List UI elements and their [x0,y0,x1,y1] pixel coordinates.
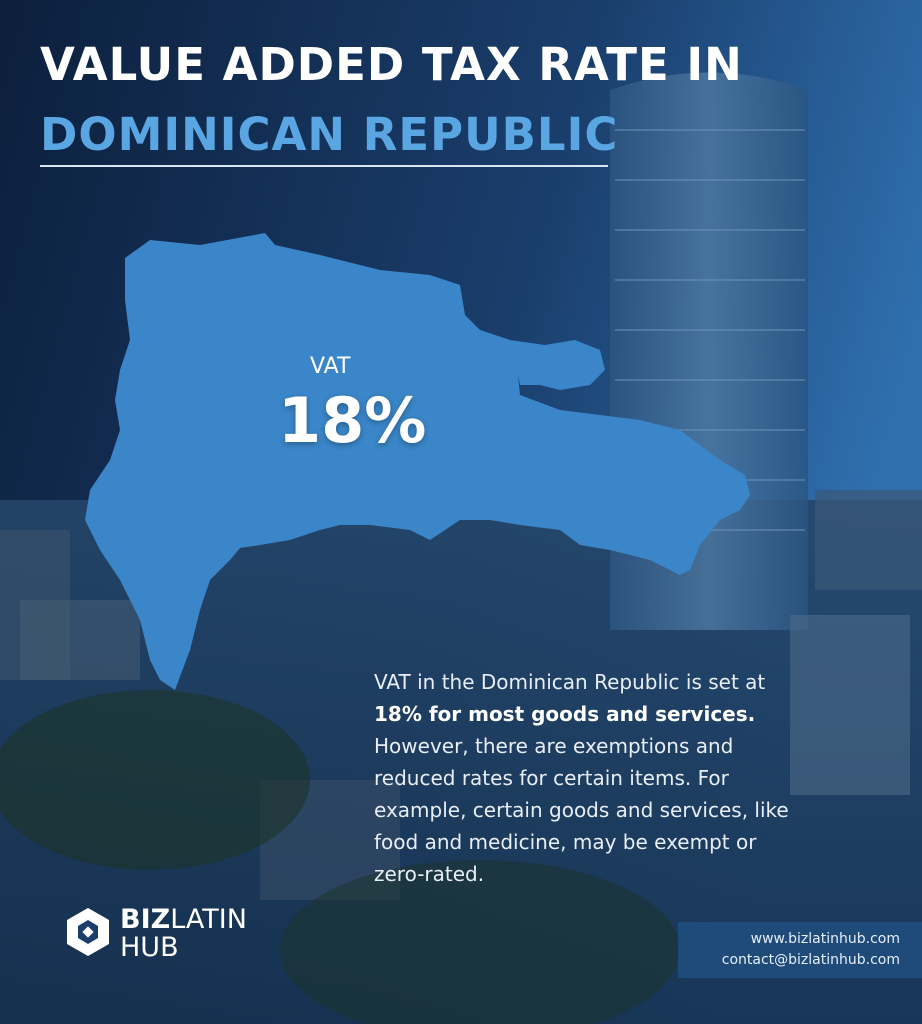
body-text: VAT in the Dominican Republic is set at … [374,666,804,890]
logo-line2: HUB [120,932,179,963]
logo-bold: BIZ [120,904,171,935]
title-line: DOMINICAN REPUBLIC [40,108,619,161]
body-intro: VAT in the Dominican Republic is set at [374,670,766,694]
map-label: VAT [310,354,351,379]
logo-regular: LATIN [170,904,247,935]
logo-icon [67,908,109,956]
email[interactable]: contact@bizlatinhub.com [721,952,900,968]
body-rest: However, there are exemptions and reduce… [374,734,789,886]
website[interactable]: www.bizlatinhub.com [750,931,900,947]
title-rule [40,165,608,167]
map-value: 18% [278,384,427,457]
title-line: VALUE ADDED TAX RATE IN [40,38,743,91]
country-map [85,233,750,690]
contact-box: www.bizlatinhub.com contact@bizlatinhub.c… [678,922,922,978]
logo: BIZLATIN HUB [120,906,247,962]
body-highlight: 18% for most goods and services. [374,702,756,726]
